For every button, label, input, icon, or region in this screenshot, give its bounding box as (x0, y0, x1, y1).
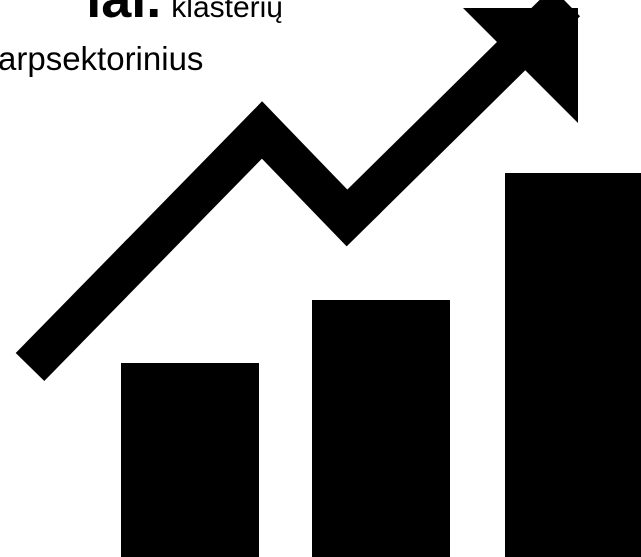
growth-bar (121, 363, 259, 557)
trend-arrow-line (15, 0, 581, 381)
heading-line-2: arpsektorinius (0, 40, 204, 77)
heading-line-1: iai. klasterių (0, 0, 283, 30)
growth-bar (505, 173, 641, 557)
trend-arrow-head (463, 8, 578, 123)
heading-word: klasterių (171, 0, 283, 24)
heading-text: iai. klasterių arpsektorinius (0, 0, 300, 95)
growth-bar (312, 300, 450, 557)
bold-word: iai. (86, 0, 161, 29)
